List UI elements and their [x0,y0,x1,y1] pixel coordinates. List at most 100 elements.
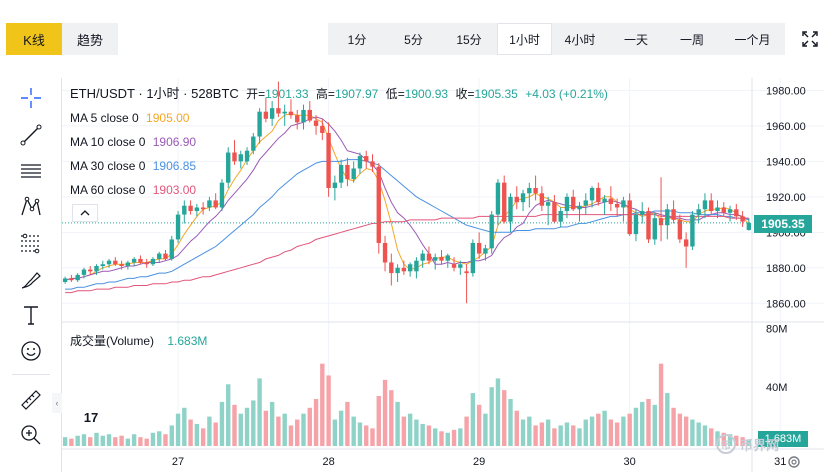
ma10-legend: MA 10 close 0 1906.90 [70,135,200,149]
candle-body [320,125,325,133]
candle-body [734,209,739,217]
candle-body [263,111,269,119]
tradingview-logo[interactable]: 17 [72,404,110,430]
collapse-legend-button[interactable] [72,204,98,222]
price-tick-label: 1960.00 [766,121,806,133]
candle-body [144,262,149,265]
toolbar-collapse-handle[interactable]: ‹ [52,393,62,413]
candle-body [451,264,457,268]
price-tick-label: 1980.00 [766,85,806,97]
candle-body [665,209,670,226]
interval-button[interactable]: 15分 [456,32,482,47]
candle-body [640,211,645,215]
tab-trend[interactable]: 趋势 [62,23,118,55]
symbol-label: ETH/USDT · 1小时 · 528BTC [70,86,239,101]
volume-bar [326,375,331,446]
horizontal-lines-tool[interactable] [16,156,46,186]
volume-bar [740,437,745,446]
volume-bar [696,422,701,446]
ma5-legend: MA 5 close 0 1905.00 [70,111,193,125]
volume-bar [332,419,338,446]
candle-body [338,164,344,183]
candle-body [88,269,93,272]
volume-bar [683,416,689,446]
volume-bar [614,422,620,446]
volume-bar [439,431,444,446]
close-label-text: 收 [455,87,468,101]
candle-body [614,203,620,208]
candle-body [476,242,482,254]
candle-body [295,115,300,123]
candle-body [313,120,319,126]
fib-tool[interactable] [16,228,46,258]
volume-bar [257,378,262,446]
candle-body [282,111,287,114]
fullscreen-button[interactable] [796,25,824,53]
volume-tick-label: 80M [766,323,787,335]
volume-legend: 成交量(Volume) 1.683M [70,334,211,348]
candle-body [596,187,601,203]
zoom-tool[interactable] [16,420,46,450]
candle-body [696,209,701,215]
interval-button[interactable]: 一周 [679,32,704,47]
volume-bar [62,437,68,446]
fullscreen-icon [802,31,818,47]
volume-bar [88,437,93,446]
text-tool[interactable] [16,300,46,330]
current-price-tag: 1905.35 [754,215,812,233]
tab-kline[interactable]: K线 [6,23,62,55]
volume-bar [502,390,507,446]
candle-body [571,196,576,210]
volume-bar [545,419,551,446]
volume-bar [382,379,388,446]
volume-bar [244,407,250,446]
candle-body [583,200,588,206]
settings-button[interactable] [786,454,802,470]
volume-bar [238,413,243,446]
measure-tool[interactable] [16,385,46,415]
volume-bar [163,434,168,446]
candle-body [351,168,356,180]
volume-bar [182,407,187,446]
candle-body [683,239,689,247]
time-tick-label: 29 [473,456,485,468]
interval-button[interactable]: 一个月 [734,32,771,47]
candle-body [200,207,206,210]
volume-value: 1.683M [167,334,208,348]
candle-body [508,196,513,222]
open-label-text: 开 [246,87,259,101]
volume-bar [364,425,369,446]
watermark-coin-icon: 币 [716,434,736,454]
interval-button[interactable]: 一天 [623,32,648,47]
ma30-label: MA 30 close 0 [70,159,146,173]
candle-body [219,182,225,208]
candle-body [75,274,80,281]
volume-bar [357,422,363,446]
volume-bar [583,419,588,446]
trend-line-tool[interactable] [16,120,46,150]
crosshair-tool[interactable] [16,83,46,113]
volume-bar [407,413,413,446]
interval-button[interactable]: 5分 [404,32,423,47]
interval-button[interactable]: 1小时 [497,23,552,55]
pattern-tool[interactable] [16,192,46,222]
emoji-tool[interactable] [16,336,46,366]
volume-bar [539,422,545,446]
candle-body [395,267,400,274]
brush-tool[interactable] [16,265,46,295]
volume-bar [276,416,281,446]
volume-bar [75,435,80,446]
candle-body [131,258,137,263]
candle-body [589,187,595,201]
volume-bar [169,425,174,446]
ma30-legend: MA 30 close 0 1906.85 [70,159,200,173]
candle-body [690,214,695,247]
candle-body [627,200,632,235]
volume-bar [564,422,570,446]
candle-body [288,111,294,116]
candle-body [94,266,99,272]
interval-button[interactable]: 4小时 [564,32,596,47]
interval-button[interactable]: 1分 [347,32,367,47]
volume-bar [652,404,657,446]
